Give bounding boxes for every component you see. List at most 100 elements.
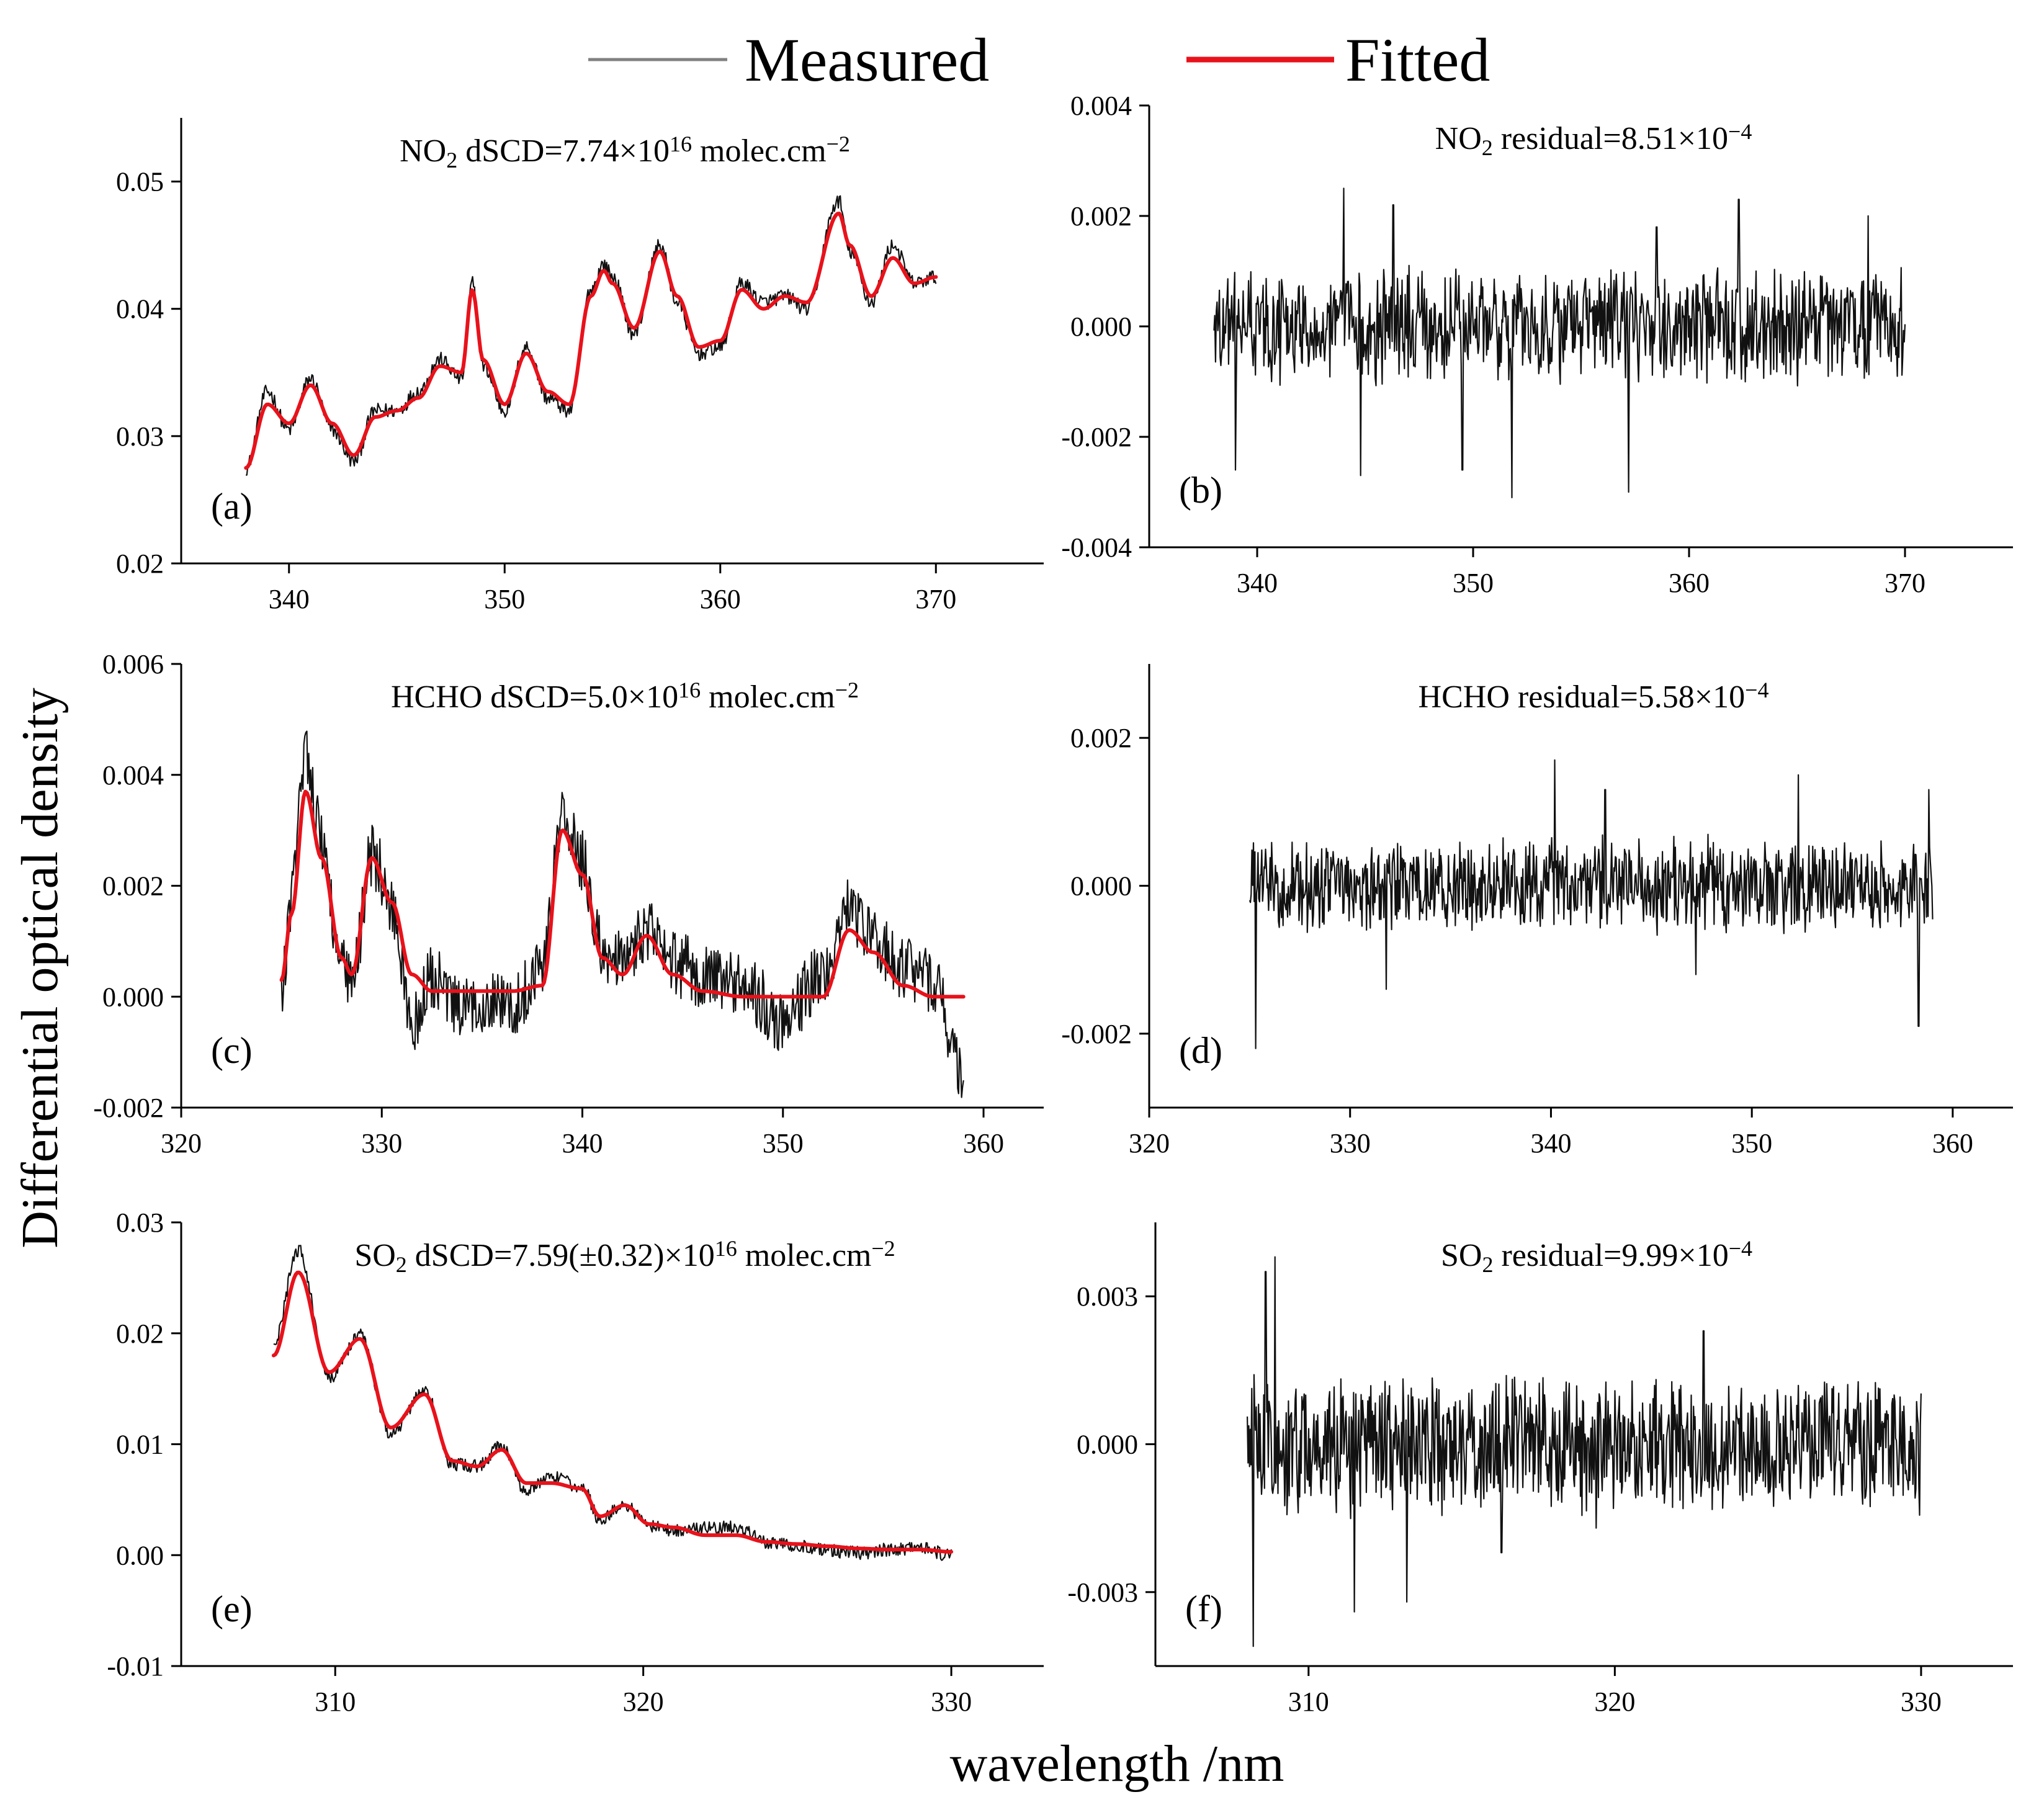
x-tick-label: 350 bbox=[1453, 568, 1494, 598]
x-tick-label: 350 bbox=[484, 584, 525, 614]
panel-title-part: −2 bbox=[827, 132, 850, 156]
measured-series-line bbox=[245, 195, 937, 476]
panel-title-part: 16 bbox=[678, 678, 701, 702]
x-tick-label: 350 bbox=[763, 1128, 804, 1158]
panel-title-part: molec.cm bbox=[692, 133, 827, 169]
y-tick-label: 0.05 bbox=[116, 167, 164, 197]
panel-title-part: residual=8.51×10 bbox=[1493, 121, 1728, 156]
y-tick-label: -0.003 bbox=[1067, 1577, 1138, 1608]
y-tick-label: -0.002 bbox=[1061, 422, 1132, 452]
panel-title: HCHO residual=5.58×10−4 bbox=[1419, 678, 1769, 715]
x-tick-label: 360 bbox=[1669, 568, 1710, 598]
panel-title-part: SO bbox=[1441, 1238, 1482, 1273]
x-tick-label: 370 bbox=[1885, 568, 1925, 598]
measured-series-line bbox=[273, 1245, 953, 1561]
y-axis-label: Differential optical density bbox=[11, 688, 69, 1248]
panel-a: 340 350 360 370 0.02 0.03 0.04 0.05 NO2 dSCD=7.7… bbox=[116, 118, 1044, 614]
panel-title-part: −2 bbox=[835, 678, 859, 702]
panel-title-part: 16 bbox=[715, 1236, 737, 1261]
x-tick-label: 360 bbox=[1932, 1128, 1973, 1158]
panel-title-part: NO bbox=[1435, 121, 1482, 156]
fitted-series-line bbox=[279, 789, 966, 999]
y-tick-label: 0.000 bbox=[1070, 871, 1132, 902]
y-tick-label: 0.002 bbox=[102, 871, 164, 902]
panel-b: 340 350 360 370 -0.004 -0.002 0.000 0.002 0.004 N… bbox=[1061, 91, 2013, 598]
panel-title-part: HCHO dSCD=5.0×10 bbox=[391, 679, 678, 715]
x-tick-label: 330 bbox=[1901, 1687, 1942, 1717]
x-tick-label: 310 bbox=[1288, 1687, 1329, 1717]
panel-title-part: HCHO residual=5.58×10 bbox=[1419, 679, 1746, 715]
panel-title-part: 2 bbox=[1482, 1252, 1493, 1277]
panel-letter-label: (a) bbox=[211, 486, 253, 527]
y-tick-label: 0.000 bbox=[1077, 1430, 1138, 1460]
y-tick-label: 0.006 bbox=[102, 649, 164, 679]
x-tick-label: 340 bbox=[269, 584, 310, 614]
x-tick-label: 370 bbox=[915, 584, 956, 614]
panel-title: NO2 dSCD=7.74×1016 molec.cm−2 bbox=[400, 132, 850, 172]
y-tick-label: 0.01 bbox=[116, 1430, 164, 1460]
y-tick-label: -0.002 bbox=[93, 1093, 164, 1123]
panel-title-part: −2 bbox=[871, 1236, 895, 1261]
panel-letter-label: (f) bbox=[1185, 1588, 1222, 1629]
y-tick-label: 0.02 bbox=[116, 1319, 164, 1349]
panel-title: NO2 residual=8.51×10−4 bbox=[1435, 119, 1752, 160]
y-tick-label: -0.01 bbox=[107, 1651, 164, 1682]
x-tick-label: 320 bbox=[1129, 1128, 1170, 1158]
y-tick-label: 0.002 bbox=[1070, 723, 1132, 753]
y-tick-label: 0.004 bbox=[102, 760, 164, 791]
x-tick-label: 320 bbox=[623, 1687, 664, 1717]
x-axis-label: wavelength /nm bbox=[950, 1735, 1284, 1793]
residual-series-line bbox=[1213, 187, 1906, 498]
y-tick-label: -0.004 bbox=[1061, 532, 1132, 563]
x-tick-label: 320 bbox=[161, 1128, 202, 1158]
x-tick-label: 360 bbox=[963, 1128, 1004, 1158]
panel-title: HCHO dSCD=5.0×1016 molec.cm−2 bbox=[391, 678, 859, 715]
x-tick-label: 340 bbox=[1530, 1128, 1571, 1158]
panel-title-part: 2 bbox=[446, 148, 457, 172]
panel-title-part: −4 bbox=[1745, 678, 1768, 702]
y-tick-label: 0.03 bbox=[116, 1207, 164, 1238]
panel-title-part: NO bbox=[400, 133, 446, 169]
panel-letter-label: (b) bbox=[1179, 470, 1222, 511]
y-tick-label: 0.03 bbox=[116, 421, 164, 452]
panel-title-part: 2 bbox=[1482, 135, 1493, 160]
residual-series-line bbox=[1248, 759, 1934, 1049]
panel-title-part: SO bbox=[354, 1238, 395, 1273]
panel-d: 320 330 340 350 360 -0.002 0.000 0.002 HCHO resi… bbox=[1061, 664, 2013, 1158]
residual-series-line bbox=[1247, 1256, 1922, 1647]
x-tick-label: 330 bbox=[361, 1128, 402, 1158]
fitted-series-line bbox=[271, 1270, 954, 1554]
y-tick-label: 0.000 bbox=[102, 982, 164, 1012]
y-tick-label: 0.003 bbox=[1077, 1281, 1138, 1312]
panel-title-part: residual=9.99×10 bbox=[1493, 1238, 1728, 1273]
panel-title-part: −4 bbox=[1728, 119, 1752, 144]
y-tick-label: 0.000 bbox=[1070, 311, 1132, 342]
x-tick-label: 340 bbox=[562, 1128, 603, 1158]
x-tick-label: 350 bbox=[1731, 1128, 1772, 1158]
y-tick-label: -0.002 bbox=[1061, 1019, 1132, 1049]
x-tick-label: 320 bbox=[1594, 1687, 1635, 1717]
panel-title-part: molec.cm bbox=[701, 679, 835, 715]
x-tick-label: 340 bbox=[1237, 568, 1278, 598]
panel-title: SO2 residual=9.99×10−4 bbox=[1441, 1236, 1752, 1277]
panel-letter-label: (e) bbox=[211, 1588, 253, 1629]
legend: Measured Fitted bbox=[588, 25, 1490, 94]
panel-title-part: molec.cm bbox=[737, 1238, 872, 1273]
panel-f: 310 320 330 -0.003 0.000 0.003 SO2 residual=9.… bbox=[1067, 1222, 2013, 1717]
panel-title-part: −4 bbox=[1729, 1236, 1752, 1261]
panel-letter-label: (c) bbox=[211, 1030, 253, 1071]
y-tick-label: 0.004 bbox=[1070, 91, 1132, 121]
x-tick-label: 330 bbox=[1330, 1128, 1371, 1158]
x-tick-label: 360 bbox=[700, 584, 741, 614]
legend-measured-label: Measured bbox=[745, 25, 989, 94]
legend-fitted-label: Fitted bbox=[1345, 25, 1490, 94]
panel-title-part: 16 bbox=[670, 132, 692, 156]
y-tick-label: 0.002 bbox=[1070, 201, 1132, 231]
y-tick-label: 0.04 bbox=[116, 294, 164, 325]
panel-title-part: dSCD=7.74×10 bbox=[457, 133, 670, 169]
y-tick-label: 0.00 bbox=[116, 1540, 164, 1570]
x-tick-label: 330 bbox=[931, 1687, 972, 1717]
panel-title-part: 2 bbox=[396, 1252, 407, 1277]
y-tick-label: 0.02 bbox=[116, 549, 164, 579]
